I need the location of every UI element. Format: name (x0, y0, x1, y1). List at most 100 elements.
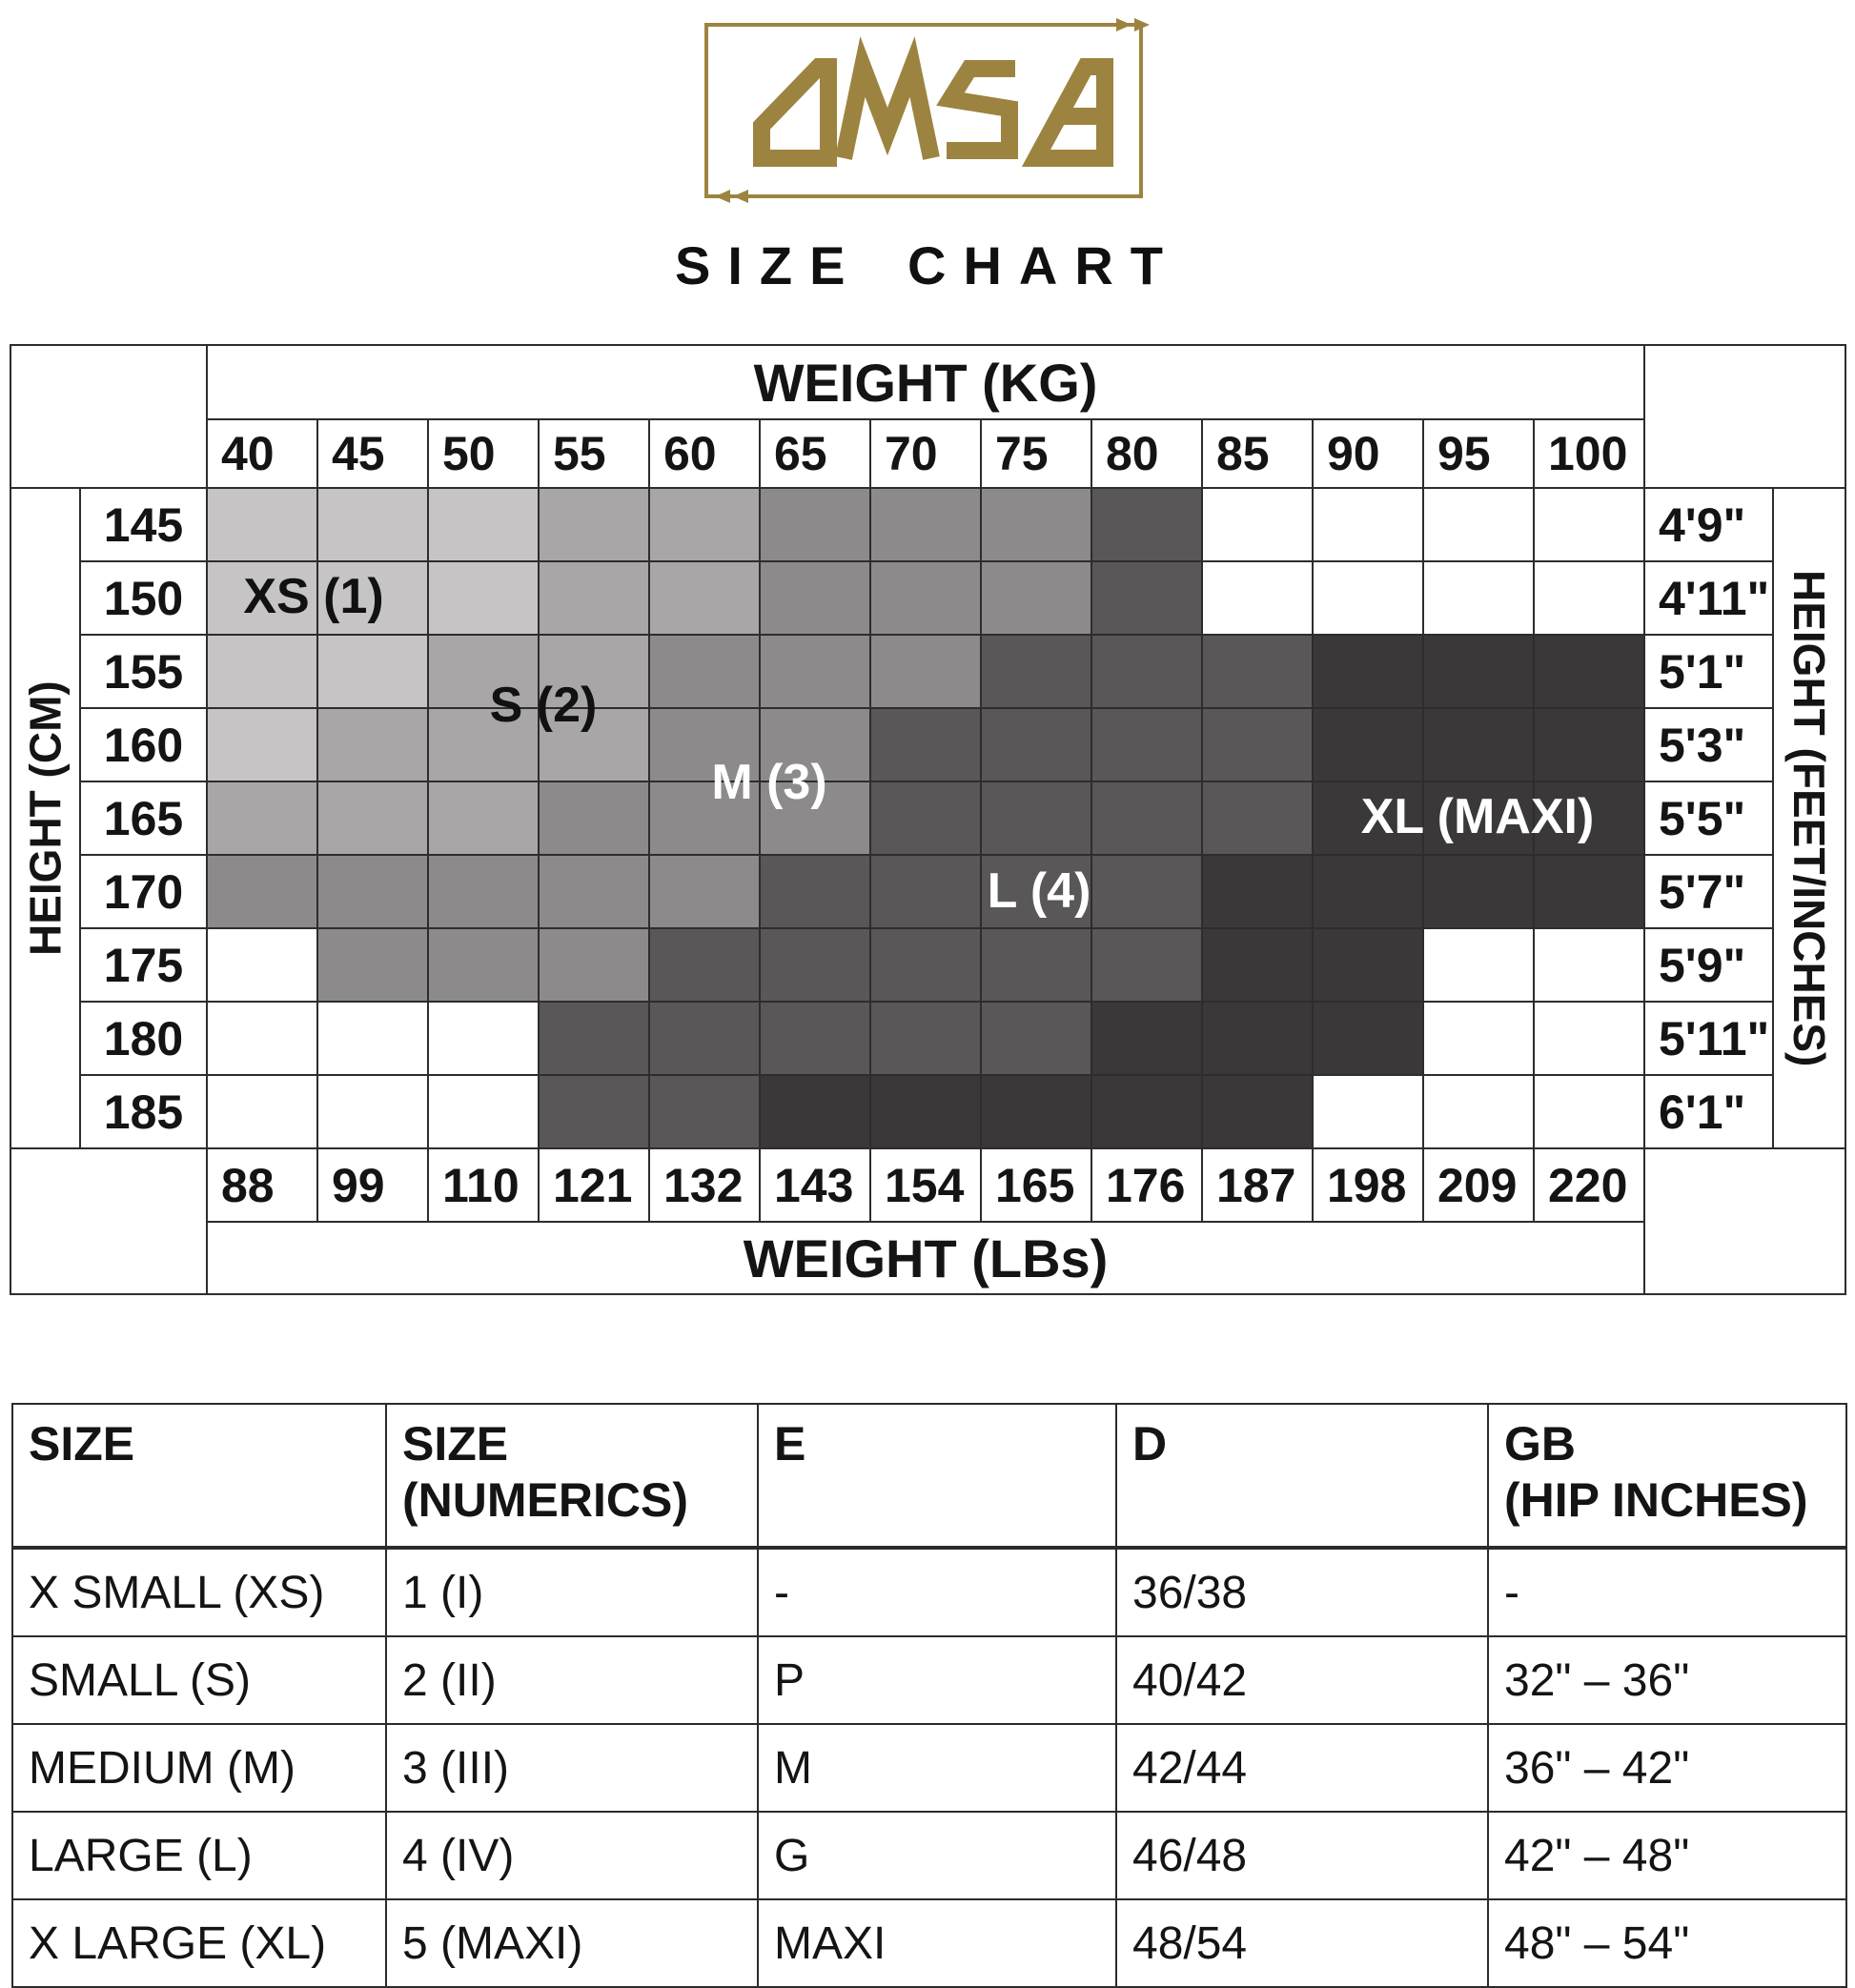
cell-145-50 (429, 489, 538, 560)
size-cell-0-3: 36/38 (1115, 1547, 1489, 1637)
cell-160-60 (650, 709, 759, 781)
logo-letter-o (753, 58, 837, 167)
lbs-tick-198: 198 (1314, 1149, 1422, 1221)
cell-165-60 (650, 782, 759, 854)
kg-tick-45: 45 (318, 420, 427, 487)
feet-tick-5-7-: 5'7" (1645, 856, 1772, 927)
size-table-header-row: SIZE SIZE (NUMERICS) E D GB (HIP INCHES) (11, 1403, 1847, 1550)
cell-185-85 (1203, 1076, 1312, 1147)
cell-160-95 (1424, 709, 1533, 781)
cell-160-75 (982, 709, 1091, 781)
cell-185-90 (1314, 1076, 1422, 1147)
cell-145-60 (650, 489, 759, 560)
feet-tick-4-9-: 4'9" (1645, 489, 1772, 560)
cell-165-70 (871, 782, 980, 854)
grid-corner-top-left (11, 346, 206, 487)
cell-180-60 (650, 1003, 759, 1074)
cell-155-85 (1203, 636, 1312, 707)
cell-170-90 (1314, 856, 1422, 927)
cell-155-45 (318, 636, 427, 707)
kg-tick-60: 60 (650, 420, 759, 487)
size-cell-3-4: 42" – 48" (1487, 1811, 1847, 1900)
size-table-row-3: LARGE (L) 4 (IV) G 46/48 42" – 48" (11, 1811, 1847, 1900)
cm-tick-180: 180 (81, 1003, 206, 1074)
lbs-tick-99: 99 (318, 1149, 427, 1221)
cm-tick-185: 185 (81, 1076, 206, 1147)
size-table-row-4: X LARGE (XL) 5 (MAXI) MAXI 48/54 48" – 54" (11, 1898, 1847, 1988)
cell-175-80 (1092, 929, 1201, 1001)
cell-185-75 (982, 1076, 1091, 1147)
cell-145-85 (1203, 489, 1312, 560)
lbs-tick-88: 88 (208, 1149, 316, 1221)
cell-185-60 (650, 1076, 759, 1147)
feet-tick-6-1-: 6'1" (1645, 1076, 1772, 1147)
header-size: SIZE (11, 1403, 387, 1550)
axis-title-weight-lbs: WEIGHT (LBs) (208, 1223, 1643, 1293)
size-table-row-0: X SMALL (XS) 1 (I) -36/38- (11, 1547, 1847, 1637)
cell-155-50 (429, 636, 538, 707)
size-cell-1-3: 40/42 (1115, 1635, 1489, 1725)
region-label-xs: XS (1) (243, 569, 384, 624)
cell-155-55 (540, 636, 648, 707)
size-table-row-2: MEDIUM (M) 3 (III) M 42/44 36" – 42" (11, 1723, 1847, 1813)
cell-165-90 (1314, 782, 1422, 854)
size-cell-3-2: G (757, 1811, 1117, 1900)
cell-175-65 (761, 929, 869, 1001)
cell-165-45 (318, 782, 427, 854)
lbs-tick-154: 154 (871, 1149, 980, 1221)
size-cell-3-0: LARGE (L) (11, 1811, 387, 1900)
cell-175-85 (1203, 929, 1312, 1001)
cell-175-95 (1424, 929, 1533, 1001)
kg-tick-85: 85 (1203, 420, 1312, 487)
cm-tick-160: 160 (81, 709, 206, 781)
cm-tick-145: 145 (81, 489, 206, 560)
cell-150-60 (650, 562, 759, 634)
size-cell-0-4: - (1487, 1547, 1847, 1637)
kg-tick-100: 100 (1535, 420, 1643, 487)
region-label-l: L (4) (987, 863, 1091, 919)
cm-tick-150: 150 (81, 562, 206, 634)
cm-tick-155: 155 (81, 636, 206, 707)
size-cell-4-0: X LARGE (XL) (11, 1898, 387, 1988)
size-cell-2-0: MEDIUM (M) (11, 1723, 387, 1813)
omsa-size-chart-page: { "logo": { "brand": "OMSA", "subtitle":… (10, 18, 1847, 1988)
cell-175-60 (650, 929, 759, 1001)
cell-165-95 (1424, 782, 1533, 854)
cell-170-70 (871, 856, 980, 927)
cell-180-70 (871, 1003, 980, 1074)
cell-145-80 (1092, 489, 1201, 560)
size-cell-2-3: 42/44 (1115, 1723, 1489, 1813)
size-cell-0-0: X SMALL (XS) (11, 1547, 387, 1637)
cell-185-80 (1092, 1076, 1201, 1147)
cell-160-50 (429, 709, 538, 781)
grid-corner-top-right (1645, 346, 1845, 487)
cm-tick-175: 175 (81, 929, 206, 1001)
cell-150-50 (429, 562, 538, 634)
cell-150-40 (208, 562, 316, 634)
size-table-body: X SMALL (XS) 1 (I) -36/38- SMALL (S) 2 (II) P… (11, 1547, 1847, 1988)
cell-175-40 (208, 929, 316, 1001)
logo-letter-s (936, 60, 1018, 159)
kg-tick-80: 80 (1092, 420, 1201, 487)
cell-175-90 (1314, 929, 1422, 1001)
cell-155-70 (871, 636, 980, 707)
kg-tick-65: 65 (761, 420, 869, 487)
region-label-s: S (2) (489, 678, 598, 733)
feet-tick-5-11-: 5'11" (1645, 1003, 1772, 1074)
cell-180-75 (982, 1003, 1091, 1074)
cell-180-95 (1424, 1003, 1533, 1074)
cell-150-65 (761, 562, 869, 634)
cell-185-65 (761, 1076, 869, 1147)
cell-185-100 (1535, 1076, 1643, 1147)
logo-letter-a (1021, 58, 1113, 167)
lbs-tick-176: 176 (1092, 1149, 1201, 1221)
lbs-tick-121: 121 (540, 1149, 648, 1221)
axis-title-height-feet-inches: HEIGHT (FEET/INCHES) (1774, 489, 1845, 1147)
feet-tick-4-11-: 4'11" (1645, 562, 1772, 634)
cell-175-55 (540, 929, 648, 1001)
cell-145-55 (540, 489, 648, 560)
cell-145-90 (1314, 489, 1422, 560)
cell-165-100 (1535, 782, 1643, 854)
cell-150-80 (1092, 562, 1201, 634)
feet-tick-5-3-: 5'3" (1645, 709, 1772, 781)
